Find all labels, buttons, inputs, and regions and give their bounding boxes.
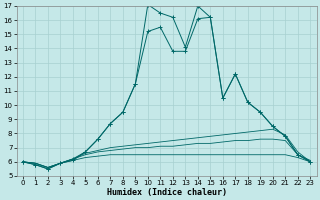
X-axis label: Humidex (Indice chaleur): Humidex (Indice chaleur) <box>107 188 227 197</box>
